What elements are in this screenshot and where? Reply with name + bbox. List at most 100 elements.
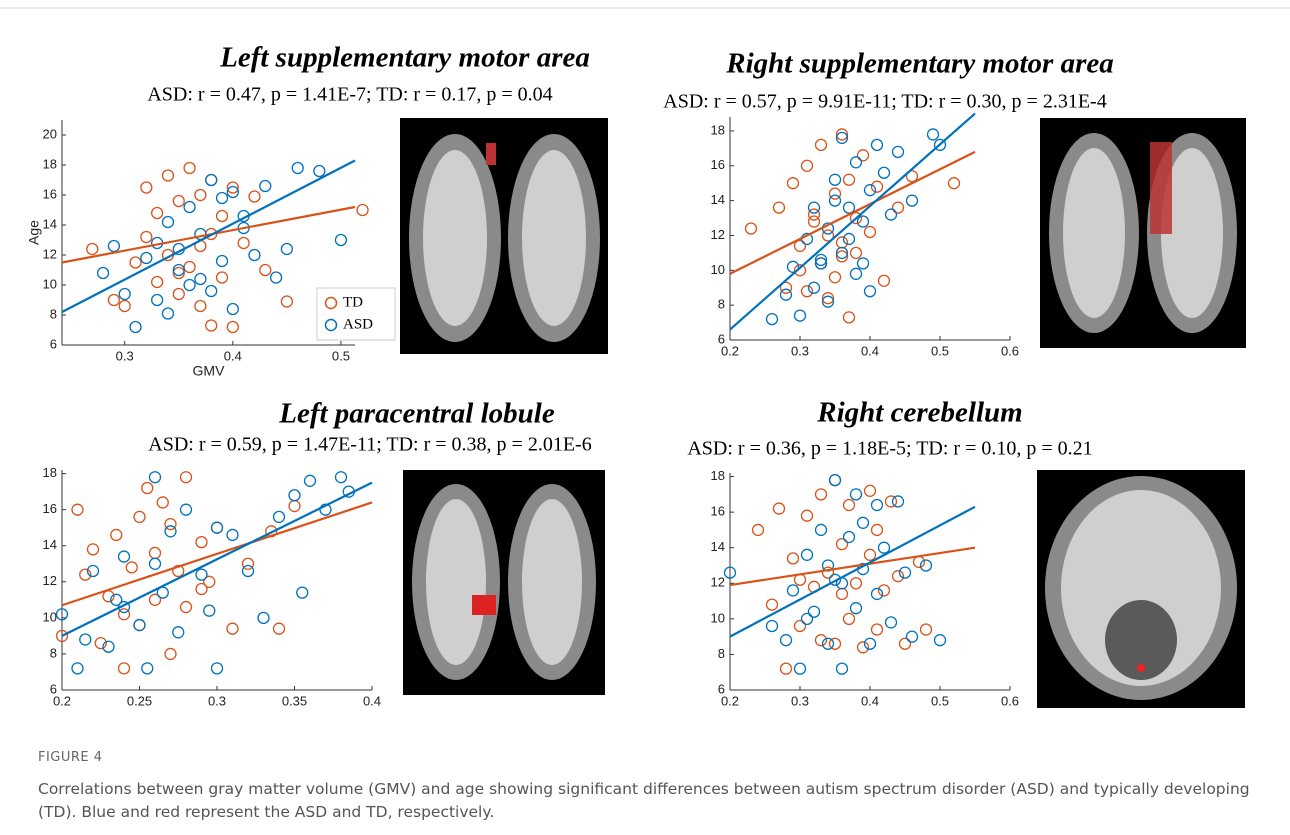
point bbox=[196, 569, 207, 580]
point bbox=[195, 301, 206, 312]
x-tick-label: 0.6 bbox=[1001, 693, 1019, 708]
point bbox=[858, 216, 869, 227]
point bbox=[98, 268, 109, 279]
y-tick-label: 6 bbox=[50, 681, 57, 696]
point bbox=[260, 265, 271, 276]
point bbox=[141, 182, 152, 193]
x-tick-label: 0.6 bbox=[1001, 343, 1019, 358]
y-axis-label: Age bbox=[26, 220, 42, 245]
point bbox=[130, 257, 141, 268]
point bbox=[217, 256, 228, 267]
point bbox=[837, 663, 848, 674]
point bbox=[108, 295, 119, 306]
point bbox=[72, 663, 83, 674]
point bbox=[184, 163, 195, 174]
x-tick-label: 0.3 bbox=[791, 693, 809, 708]
point bbox=[865, 185, 876, 196]
point bbox=[788, 585, 799, 596]
point bbox=[858, 258, 869, 269]
y-tick-label: 16 bbox=[43, 501, 57, 516]
point bbox=[893, 202, 904, 213]
legend-label: TD bbox=[343, 294, 363, 310]
point bbox=[162, 170, 173, 181]
point bbox=[837, 588, 848, 599]
point bbox=[928, 129, 939, 140]
point bbox=[152, 295, 163, 306]
point bbox=[865, 638, 876, 649]
point bbox=[227, 322, 238, 333]
chart-subtitle: ASD: r = 0.47, p = 1.41E-7; TD: r = 0.17… bbox=[147, 84, 552, 106]
point bbox=[851, 489, 862, 500]
x-tick-label: 0.3 bbox=[208, 693, 226, 708]
point bbox=[162, 308, 173, 319]
point bbox=[162, 217, 173, 228]
x-tick-label: 0.4 bbox=[861, 343, 879, 358]
point bbox=[914, 556, 925, 567]
point bbox=[872, 181, 883, 192]
point bbox=[173, 627, 184, 638]
point bbox=[851, 247, 862, 258]
point bbox=[173, 289, 184, 300]
point bbox=[130, 322, 141, 333]
point bbox=[844, 312, 855, 323]
point bbox=[357, 205, 368, 216]
point bbox=[802, 160, 813, 171]
point bbox=[196, 537, 207, 548]
point bbox=[802, 613, 813, 624]
point bbox=[119, 551, 130, 562]
point bbox=[816, 524, 827, 535]
point bbox=[872, 524, 883, 535]
point bbox=[879, 542, 890, 553]
y-tick-label: 12 bbox=[43, 573, 57, 588]
point bbox=[173, 196, 184, 207]
point bbox=[809, 606, 820, 617]
y-tick-label: 12 bbox=[711, 227, 725, 242]
chart-title: Right cerebellum bbox=[816, 397, 1022, 429]
point bbox=[258, 612, 269, 623]
point bbox=[837, 539, 848, 550]
point bbox=[249, 250, 260, 261]
fit-line bbox=[730, 152, 975, 274]
figure-panels: Left supplementary motor area ASD: r = 0.… bbox=[0, 0, 1290, 835]
point bbox=[195, 190, 206, 201]
point bbox=[781, 663, 792, 674]
point bbox=[142, 483, 153, 494]
y-tick-label: 8 bbox=[718, 646, 725, 661]
point bbox=[865, 226, 876, 237]
point bbox=[119, 663, 130, 674]
point bbox=[949, 178, 960, 189]
point bbox=[907, 195, 918, 206]
x-axis-label: GMV bbox=[193, 363, 226, 379]
point bbox=[746, 223, 757, 234]
point bbox=[809, 216, 820, 227]
point bbox=[802, 286, 813, 297]
fit-line bbox=[730, 114, 975, 330]
point bbox=[195, 274, 206, 285]
point bbox=[281, 244, 292, 255]
y-tick-label: 10 bbox=[43, 609, 57, 624]
point bbox=[72, 504, 83, 515]
fit-line bbox=[62, 483, 372, 636]
point bbox=[165, 648, 176, 659]
point bbox=[865, 549, 876, 560]
fit-line bbox=[62, 502, 372, 605]
point bbox=[879, 275, 890, 286]
y-tick-label: 6 bbox=[718, 331, 725, 346]
point bbox=[297, 587, 308, 598]
y-tick-label: 10 bbox=[711, 262, 725, 277]
point bbox=[152, 208, 163, 219]
point bbox=[872, 500, 883, 511]
y-tick-label: 6 bbox=[718, 681, 725, 696]
point bbox=[119, 289, 130, 300]
x-tick-label: 0.35 bbox=[282, 693, 307, 708]
point bbox=[844, 532, 855, 543]
y-tick-label: 16 bbox=[711, 504, 725, 519]
point bbox=[823, 638, 834, 649]
x-tick-label: 0.4 bbox=[363, 693, 381, 708]
y-tick-label: 10 bbox=[711, 610, 725, 625]
point bbox=[830, 475, 841, 486]
brain-image bbox=[1037, 470, 1245, 708]
chart-title: Left supplementary motor area bbox=[219, 42, 590, 74]
y-tick-label: 18 bbox=[43, 465, 57, 480]
point bbox=[150, 558, 161, 569]
